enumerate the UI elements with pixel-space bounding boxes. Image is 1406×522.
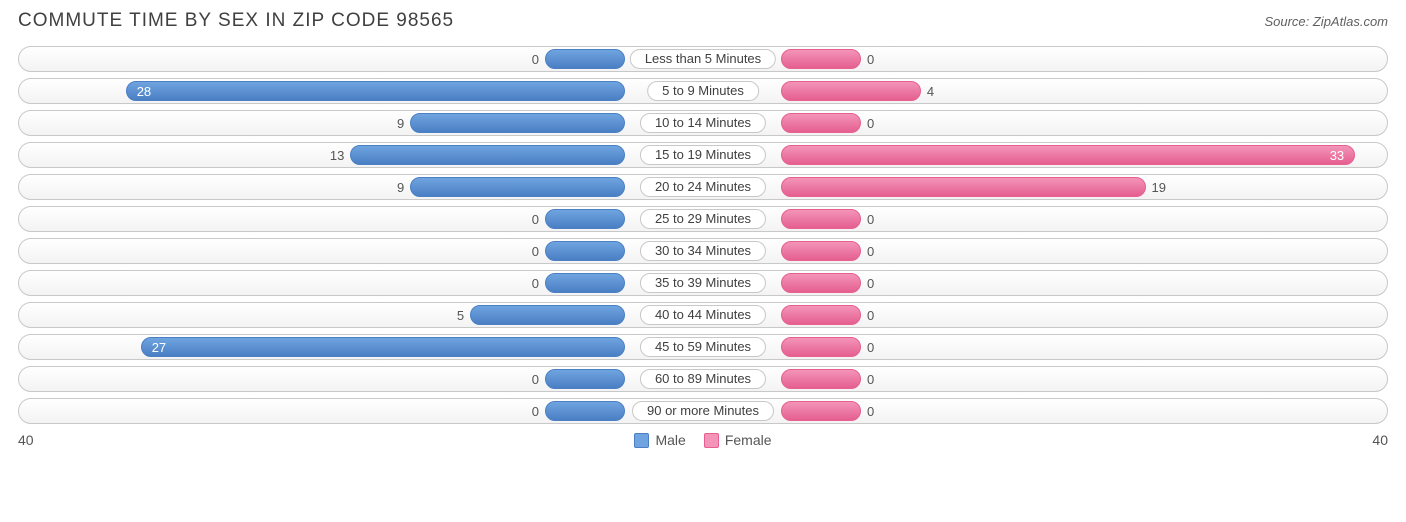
legend-label-female: Female — [725, 432, 772, 448]
bar-female — [781, 177, 1146, 197]
bar-male — [410, 113, 625, 133]
category-label: 35 to 39 Minutes — [640, 273, 766, 293]
chart-row: 0 0 35 to 39 Minutes — [18, 270, 1388, 296]
bar-male — [545, 241, 625, 261]
bar-male: 27 — [141, 337, 625, 357]
bar-female: 33 — [781, 145, 1355, 165]
category-label: 90 or more Minutes — [632, 401, 774, 421]
bar-male — [470, 305, 625, 325]
bar-female — [781, 209, 861, 229]
chart-rows: 00Less than 5 Minutes2845 to 9 Minutes90… — [18, 46, 1388, 424]
bar-male: 28 — [126, 81, 625, 101]
bar-male — [410, 177, 625, 197]
chart-row: 28 4 5 to 9 Minutes — [18, 78, 1388, 104]
bar-female — [781, 113, 861, 133]
bar-female — [781, 81, 921, 101]
legend-swatch-female — [704, 433, 719, 448]
bar-female — [781, 241, 861, 261]
chart-header: COMMUTE TIME BY SEX IN ZIP CODE 98565 So… — [18, 10, 1388, 32]
bar-female — [781, 337, 861, 357]
bar-female — [781, 49, 861, 69]
category-label: Less than 5 Minutes — [630, 49, 776, 69]
category-label: 15 to 19 Minutes — [640, 145, 766, 165]
value-male: 0 — [526, 276, 545, 291]
value-female: 0 — [861, 340, 880, 355]
bar-female — [781, 369, 861, 389]
bar-male — [545, 209, 625, 229]
chart-row: 5 0 40 to 44 Minutes — [18, 302, 1388, 328]
bar-female — [781, 401, 861, 421]
value-male: 0 — [526, 404, 545, 419]
category-label: 10 to 14 Minutes — [640, 113, 766, 133]
value-female: 0 — [861, 372, 880, 387]
bar-male — [545, 49, 625, 69]
value-male: 0 — [526, 212, 545, 227]
category-label: 20 to 24 Minutes — [640, 177, 766, 197]
chart-row: 0 0 90 or more Minutes — [18, 398, 1388, 424]
chart-row: 0 0 30 to 34 Minutes — [18, 238, 1388, 264]
value-female: 0 — [861, 244, 880, 259]
value-female: 19 — [1146, 180, 1172, 195]
category-label: 25 to 29 Minutes — [640, 209, 766, 229]
bar-male — [545, 273, 625, 293]
value-male: 0 — [526, 52, 545, 67]
chart-title: COMMUTE TIME BY SEX IN ZIP CODE 98565 — [18, 10, 454, 32]
legend-label-male: Male — [655, 432, 685, 448]
bar-male — [545, 369, 625, 389]
category-label: 45 to 59 Minutes — [640, 337, 766, 357]
chart-row: 9 19 20 to 24 Minutes — [18, 174, 1388, 200]
value-female: 0 — [861, 212, 880, 227]
chart-footer: 40 Male Female 40 — [18, 432, 1388, 448]
chart-row: 0 0 Less than 5 Minutes — [18, 46, 1388, 72]
chart-source: Source: ZipAtlas.com — [1264, 14, 1388, 29]
value-female: 0 — [861, 308, 880, 323]
value-male: 5 — [451, 308, 470, 323]
chart-row: 13 33 15 to 19 Minutes — [18, 142, 1388, 168]
value-female: 0 — [861, 404, 880, 419]
value-male: 9 — [391, 180, 410, 195]
legend: Male Female — [634, 432, 771, 448]
value-male: 13 — [324, 148, 350, 163]
bar-female — [781, 305, 861, 325]
chart-row: 0 0 25 to 29 Minutes — [18, 206, 1388, 232]
category-label: 30 to 34 Minutes — [640, 241, 766, 261]
category-label: 5 to 9 Minutes — [647, 81, 759, 101]
value-female: 0 — [861, 116, 880, 131]
chart-row: 9 0 10 to 14 Minutes — [18, 110, 1388, 136]
value-male: 0 — [526, 244, 545, 259]
bar-female — [781, 273, 861, 293]
value-female: 0 — [861, 276, 880, 291]
value-male: 9 — [391, 116, 410, 131]
bar-male — [350, 145, 625, 165]
axis-right-max: 40 — [1372, 432, 1388, 448]
category-label: 40 to 44 Minutes — [640, 305, 766, 325]
legend-swatch-male — [634, 433, 649, 448]
chart-row: 27 0 45 to 59 Minutes — [18, 334, 1388, 360]
category-label: 60 to 89 Minutes — [640, 369, 766, 389]
axis-left-max: 40 — [18, 432, 34, 448]
chart-row: 0 0 60 to 89 Minutes — [18, 366, 1388, 392]
value-female: 4 — [921, 84, 940, 99]
bar-male — [545, 401, 625, 421]
value-male: 0 — [526, 372, 545, 387]
value-female: 0 — [861, 52, 880, 67]
commute-chart: COMMUTE TIME BY SEX IN ZIP CODE 98565 So… — [0, 0, 1406, 522]
